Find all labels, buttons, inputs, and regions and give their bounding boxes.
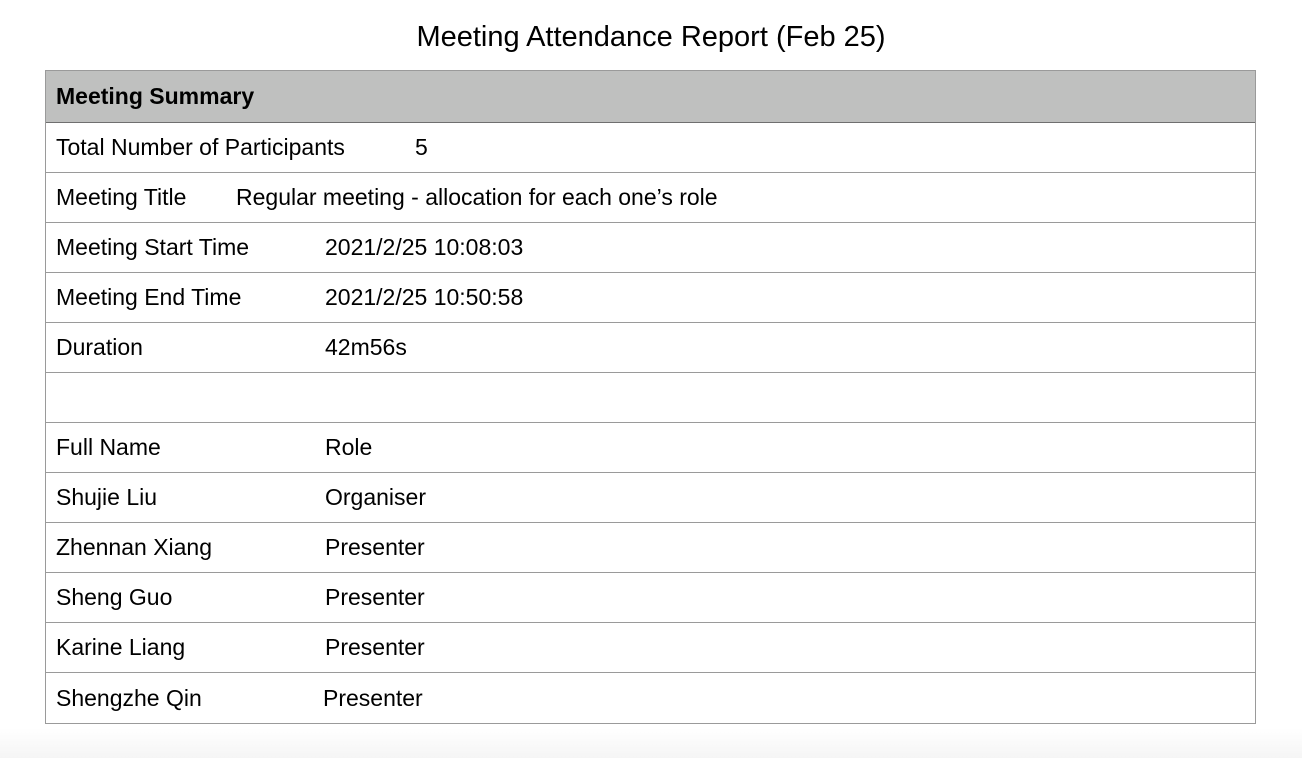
attendee-role: Presenter [325,634,425,660]
attendee-role: Presenter [323,684,423,711]
meeting-title-label: Meeting Title [56,184,187,210]
meeting-title-row: Meeting Title Regular meeting - allocati… [46,173,1255,223]
attendee-name: Shengzhe Qin [56,684,202,711]
start-time-value: 2021/2/25 10:08:03 [325,234,524,260]
attendee-role: Presenter [325,584,425,610]
meeting-title-value: Regular meeting - allocation for each on… [236,184,718,210]
table-row: Shujie Liu Organiser [46,473,1255,523]
attendee-role: Organiser [325,484,426,510]
attendee-header-row: Full Name Role [46,423,1255,473]
summary-header-row: Meeting Summary [46,71,1255,123]
end-time-value: 2021/2/25 10:50:58 [325,284,524,310]
column-header-role: Role [325,434,373,460]
summary-header: Meeting Summary [56,83,255,109]
empty-row [46,373,1255,423]
attendee-role: Presenter [325,534,425,560]
table-row: Karine Liang Presenter [46,623,1255,673]
attendee-name: Sheng Guo [56,584,173,610]
participants-label: Total Number of Participants [56,134,345,160]
attendance-table: Meeting Summary Total Number of Particip… [45,70,1256,724]
start-time-row: Meeting Start Time 2021/2/25 10:08:03 [46,223,1255,273]
end-time-row: Meeting End Time 2021/2/25 10:50:58 [46,273,1255,323]
attendee-name: Zhennan Xiang [56,534,213,560]
attendee-name: Shujie Liu [56,484,158,510]
duration-row: Duration 42m56s [46,323,1255,373]
participants-value: 5 [415,134,428,160]
table-row: Sheng Guo Presenter [46,573,1255,623]
table-row: Zhennan Xiang Presenter [46,523,1255,573]
start-time-label: Meeting Start Time [56,234,250,260]
attendee-name: Karine Liang [56,634,186,660]
duration-value: 42m56s [325,334,407,360]
end-time-label: Meeting End Time [56,284,242,310]
duration-label: Duration [56,334,143,360]
table-row: Shengzhe Qin Presenter [46,673,1255,723]
report-title: Meeting Attendance Report (Feb 25) [416,21,886,53]
participants-row: Total Number of Participants 5 [46,123,1255,173]
column-header-full-name: Full Name [56,434,161,460]
